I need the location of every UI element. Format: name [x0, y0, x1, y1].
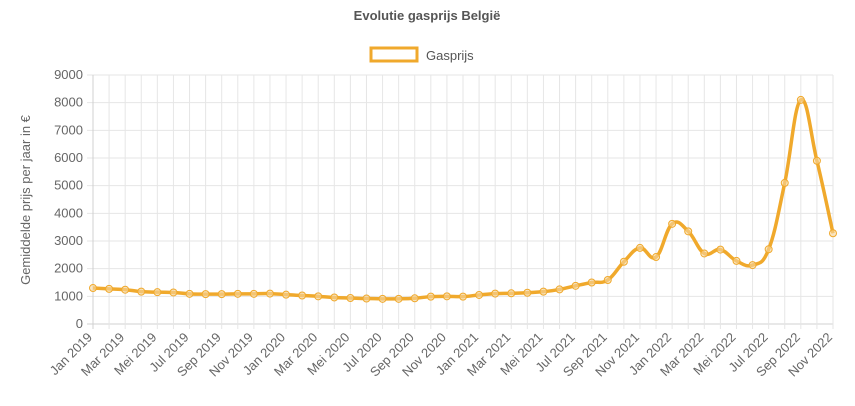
- data-point[interactable]: [459, 292, 467, 301]
- legend-swatch[interactable]: [369, 46, 419, 63]
- data-point[interactable]: [507, 289, 516, 298]
- y-tick-label: 4000: [54, 205, 83, 220]
- data-point[interactable]: [523, 288, 532, 297]
- data-point[interactable]: [668, 219, 677, 228]
- data-point[interactable]: [475, 290, 484, 299]
- data-point[interactable]: [764, 245, 773, 254]
- y-tick-label: 5000: [54, 178, 83, 193]
- data-point[interactable]: [555, 285, 564, 294]
- data-point[interactable]: [265, 289, 274, 298]
- data-point[interactable]: [748, 261, 757, 270]
- data-point[interactable]: [169, 288, 178, 297]
- data-point[interactable]: [812, 156, 821, 165]
- data-point[interactable]: [829, 229, 837, 238]
- data-point[interactable]: [378, 294, 387, 303]
- data-point[interactable]: [619, 257, 628, 266]
- y-tick-label: 8000: [54, 95, 83, 110]
- data-point[interactable]: [282, 290, 291, 299]
- data-point[interactable]: [330, 293, 339, 302]
- data-point[interactable]: [314, 292, 323, 301]
- data-point[interactable]: [491, 289, 500, 298]
- data-point[interactable]: [121, 285, 130, 294]
- y-tick-label: 0: [76, 316, 83, 331]
- data-point[interactable]: [603, 276, 612, 285]
- y-tick-label: 6000: [54, 150, 83, 165]
- data-point[interactable]: [137, 287, 146, 296]
- data-point[interactable]: [732, 256, 741, 265]
- legend-label[interactable]: Gasprijs: [426, 48, 474, 63]
- series-gasprijs: [89, 95, 837, 303]
- data-point[interactable]: [233, 289, 242, 298]
- data-point[interactable]: [105, 284, 114, 293]
- y-axis-label: Gemiddelde prijs per jaar in €: [18, 114, 33, 285]
- y-tick-label: 9000: [54, 67, 83, 82]
- chart-title: Evolutie gasprijs België: [354, 8, 501, 23]
- y-tick-label: 1000: [54, 288, 83, 303]
- data-point[interactable]: [539, 287, 548, 296]
- legend[interactable]: Gasprijs: [369, 46, 474, 63]
- data-point[interactable]: [201, 290, 210, 299]
- y-tick-label: 3000: [54, 233, 83, 248]
- y-axis-ticks: 0 1000 2000 3000 4000 5000 6000 7000 8000 9000: [54, 67, 83, 331]
- data-point[interactable]: [410, 294, 419, 303]
- data-point[interactable]: [426, 292, 435, 301]
- data-point[interactable]: [652, 253, 661, 262]
- data-point[interactable]: [716, 245, 725, 254]
- data-point[interactable]: [442, 292, 451, 301]
- y-tick-label: 7000: [54, 122, 83, 137]
- data-point[interactable]: [89, 284, 97, 293]
- data-point[interactable]: [571, 281, 580, 290]
- data-point[interactable]: [780, 178, 789, 187]
- grid: [87, 74, 834, 329]
- data-point[interactable]: [394, 294, 403, 303]
- data-point[interactable]: [153, 288, 162, 297]
- data-point[interactable]: [635, 243, 644, 252]
- data-point[interactable]: [185, 289, 194, 298]
- data-point[interactable]: [684, 227, 693, 236]
- data-point[interactable]: [587, 278, 596, 287]
- data-point[interactable]: [796, 95, 805, 104]
- data-point[interactable]: [346, 293, 355, 302]
- data-point[interactable]: [700, 249, 709, 258]
- data-point[interactable]: [249, 289, 258, 298]
- data-point[interactable]: [298, 291, 307, 300]
- data-point[interactable]: [217, 290, 226, 299]
- data-point[interactable]: [362, 294, 371, 303]
- y-tick-label: 2000: [54, 261, 83, 276]
